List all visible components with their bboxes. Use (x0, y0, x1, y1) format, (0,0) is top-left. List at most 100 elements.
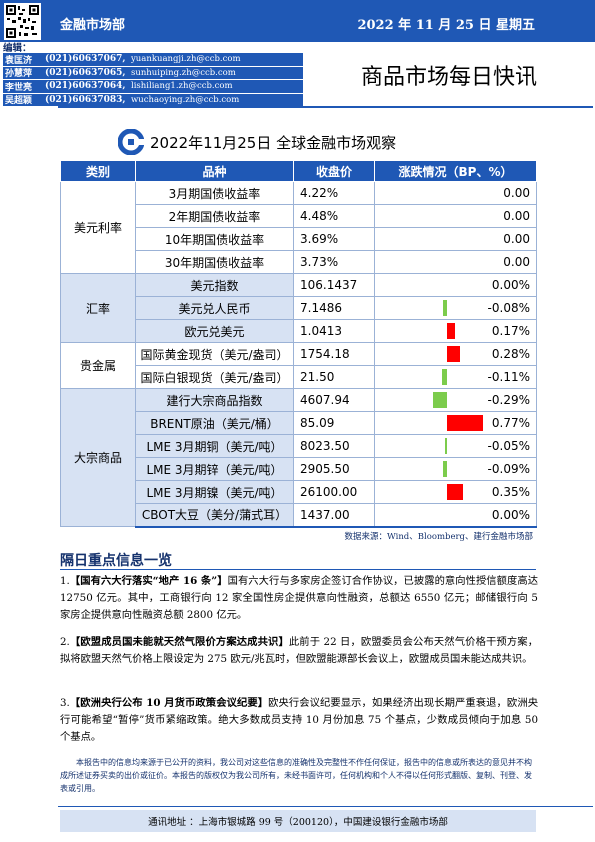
disclaimer: 本报告中的信息均来源于已公开的资料，我公司对这些信息的准确性及完整性不作任何保证… (60, 758, 532, 793)
change-cell: 0.28% (374, 342, 537, 366)
close-price-cell: 7.1486 (293, 296, 375, 320)
divider (60, 569, 536, 570)
table-row: CBOT大豆（美分/蒲式耳） 1437.00 0.00% (61, 503, 537, 528)
item-name-cell: 2年期国债收益率 (135, 204, 294, 228)
close-price-cell: 8023.50 (293, 434, 375, 458)
editor-row: 袁匡济 (021)60637067, yuankuangji.zh@ccb.co… (3, 53, 303, 66)
change-value: 0.00 (503, 232, 530, 246)
editor-email[interactable]: wuchaoying.zh@ccb.com (131, 94, 240, 105)
editor-row: 吴超颖 (021)60637083, wuchaoying.zh@ccb.com (3, 93, 303, 107)
editor-name: 袁匡济 (5, 55, 33, 66)
ccb-logo-icon (118, 129, 144, 155)
category-cell: 美元利率 (60, 181, 136, 274)
editors-heading: 编辑： (3, 43, 32, 54)
editor-phone: (021)60637067, (45, 54, 126, 65)
editors-block: 编辑： 袁匡济 (021)60637067, yuankuangji.zh@cc… (3, 44, 303, 106)
change-value: 0.28% (491, 347, 530, 361)
close-price-cell: 1754.18 (293, 342, 375, 366)
editor-email[interactable]: yuankuangji.zh@ccb.com (131, 54, 241, 65)
category-cell: 贵金属 (60, 342, 136, 389)
change-value: 0.00% (491, 508, 530, 522)
change-cell: 0.00 (374, 204, 537, 228)
change-bar (444, 438, 447, 454)
item-name-cell: LME 3月期锌（美元/吨） (135, 457, 294, 481)
table-row: LME 3月期镍（美元/吨） 26100.00 0.35% (61, 480, 537, 504)
editor-row: 李世亮 (021)60637064, lishiliang1.zh@ccb.co… (3, 80, 303, 93)
news-item: 1.【国有六大行落实“地产 16 条”】国有六大行与多家房企签订合作协议，已披露… (60, 573, 538, 624)
category-cell: 汇率 (60, 273, 136, 343)
news-headline: 【欧洲央行公布 10 月货币政策会议纪要】 (69, 697, 269, 709)
item-name-cell: 30年期国债收益率 (135, 250, 294, 274)
news-body: 欧央行会议纪要显示，如果经济出现长期严重衰退，欧洲央行可能希望“暂停”货币紧缩政… (60, 697, 538, 743)
change-cell: 0.00% (374, 273, 537, 297)
item-name-cell: 欧元兑美元 (135, 319, 294, 343)
table-row: BRENT原油（美元/桶） 85.09 0.77% (61, 411, 537, 435)
close-price-cell: 26100.00 (293, 480, 375, 504)
editor-name: 李世亮 (5, 82, 33, 93)
change-cell: -0.29% (374, 388, 537, 412)
change-value: 0.00 (503, 209, 530, 223)
change-cell: 0.17% (374, 319, 537, 343)
item-name-cell: CBOT大豆（美分/蒲式耳） (135, 503, 294, 528)
close-price-cell: 3.73% (293, 250, 375, 274)
news-number: 2. (60, 636, 70, 648)
close-price-cell: 21.50 (293, 365, 375, 389)
change-bar (443, 300, 447, 316)
data-source-note: 数据来源：Wind、Bloomberg、建行金融市场部 (344, 532, 533, 542)
change-cell: -0.08% (374, 296, 537, 320)
top-banner: 金融市场部 2022 年 11 月 25 日 星期五 (0, 0, 595, 42)
change-bar (442, 461, 447, 477)
change-bar (441, 369, 447, 385)
divider (58, 106, 593, 108)
table-row: 汇率 美元指数 106.1437 0.00% (60, 273, 537, 343)
close-price-cell: 2905.50 (293, 457, 375, 481)
close-price-cell: 1437.00 (293, 503, 375, 528)
subtitle-row: 2022年11月25日 全球金融市场观察 (118, 128, 396, 156)
divider (58, 806, 593, 807)
change-cell: 0.00 (374, 227, 537, 251)
item-name-cell: 国际白银现货（美元/盎司） (135, 365, 294, 389)
item-name-cell: 美元指数 (135, 273, 294, 297)
editor-name: 吴超颖 (5, 96, 33, 107)
change-value: -0.05% (487, 439, 530, 453)
change-value: 0.00% (491, 278, 530, 292)
table-row: 美元利率 3月期国债收益率 4.22% 0.00 (60, 181, 537, 274)
change-value: -0.09% (487, 462, 530, 476)
close-price-cell: 4.48% (293, 204, 375, 228)
item-name-cell: BRENT原油（美元/桶） (135, 411, 294, 435)
change-value: -0.29% (487, 393, 530, 407)
close-price-cell: 106.1437 (293, 273, 375, 297)
news-body: 国有六大行与多家房企签订合作协议，已披露的意向性授信额度高达 12750 亿元。… (60, 575, 539, 621)
news-item: 3.【欧洲央行公布 10 月货币政策会议纪要】欧央行会议纪要显示，如果经济出现长… (60, 695, 538, 746)
editor-email[interactable]: lishiliang1.zh@ccb.com (131, 81, 233, 92)
table-row: 30年期国债收益率 3.73% 0.00 (61, 250, 537, 274)
report-title: 商品市场每日快讯 (360, 65, 537, 90)
change-bar (447, 415, 483, 431)
category-cell: 大宗商品 (60, 388, 136, 527)
news-body: 此前于 22 日，欧盟委员会公布天然气价格干预方案，拟将欧盟天然气价格上限设定为… (60, 636, 538, 665)
change-value: 0.00 (503, 186, 530, 200)
change-cell: 0.00 (374, 250, 537, 274)
qr-code-icon (4, 3, 41, 40)
item-name-cell: 3月期国债收益率 (135, 181, 294, 205)
table-row: 大宗商品 建行大宗商品指数 4607.94 -0.29% (60, 388, 537, 527)
close-price-cell: 1.0413 (293, 319, 375, 343)
change-cell: -0.05% (374, 434, 537, 458)
change-value: 0.35% (491, 485, 530, 499)
editor-phone: (021)60637083, (45, 94, 126, 105)
item-name-cell: 国际黄金现货（美元/盎司） (135, 342, 294, 366)
header-close: 收盘价 (293, 160, 375, 182)
change-value: -0.08% (487, 301, 530, 315)
change-cell: -0.09% (374, 457, 537, 481)
table-row: LME 3月期锌（美元/吨） 2905.50 -0.09% (61, 457, 537, 481)
table-row: 美元兑人民币 7.1486 -0.08% (61, 296, 537, 320)
change-cell: -0.11% (374, 365, 537, 389)
editor-email[interactable]: sunhuiping.zh@ccb.com (131, 67, 236, 78)
change-bar (447, 484, 464, 500)
header-change: 涨跌情况（BP、%） (374, 160, 537, 182)
change-value: 0.17% (491, 324, 530, 338)
subtitle: 2022年11月25日 全球金融市场观察 (150, 133, 397, 152)
table-row: 国际白银现货（美元/盎司） 21.50 -0.11% (61, 365, 537, 389)
change-value: 0.00 (503, 255, 530, 269)
footer-address: 通讯地址 ：上海市银城路 99 号（200120），中国建设银行金融市场部 (60, 810, 536, 832)
